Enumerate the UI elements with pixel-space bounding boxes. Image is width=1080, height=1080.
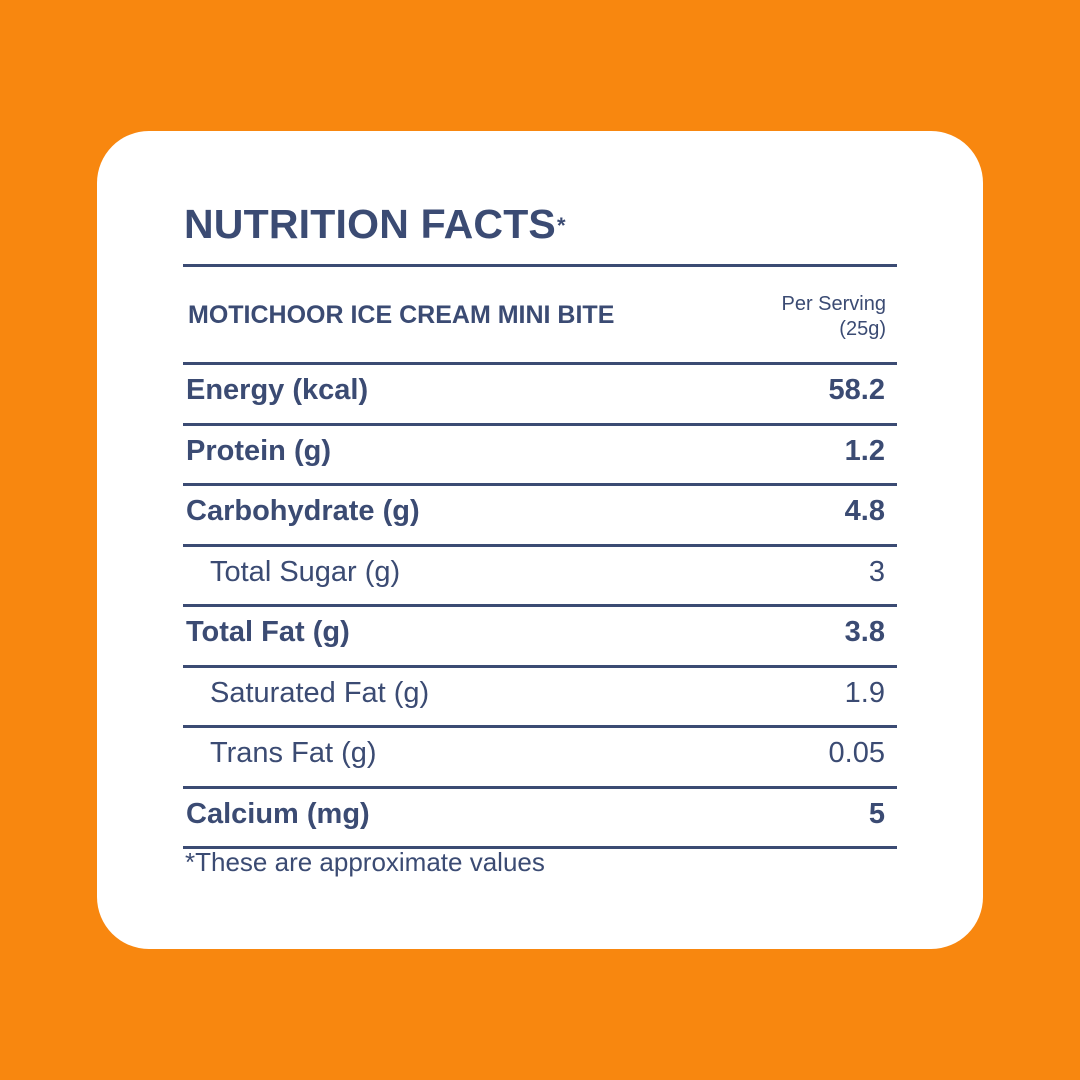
nutrition-card: NUTRITION FACTS* MOTICHOOR ICE CREAM MIN… [97, 131, 983, 949]
nutrient-value: 4.8 [844, 495, 885, 527]
title-text: NUTRITION FACTS [184, 201, 556, 247]
nutrient-row-calcium: Calcium (mg) 5 [183, 789, 897, 849]
serving-size: Per Serving (25g) [782, 292, 887, 342]
nutrient-value: 3.8 [844, 616, 885, 648]
nutrient-label: Carbohydrate (g) [186, 495, 420, 527]
nutrient-row-total-fat: Total Fat (g) 3.8 [183, 607, 897, 668]
nutrient-label: Total Sugar (g) [210, 555, 401, 588]
serving-label: Per Serving [781, 293, 887, 315]
product-name: MOTICHOOR ICE CREAM MINI BITE [188, 301, 615, 329]
nutrient-label: Protein (g) [186, 434, 331, 467]
nutrient-row-carbohydrate: Carbohydrate (g) 4.8 [183, 486, 897, 547]
nutrient-value: 1.9 [844, 676, 885, 709]
nutrient-label: Saturated Fat (g) [210, 676, 430, 709]
nutrient-row-saturated-fat: Saturated Fat (g) 1.9 [183, 668, 897, 728]
nutrient-row-trans-fat: Trans Fat (g) 0.05 [183, 728, 897, 789]
nutrient-label: Calcium (mg) [186, 797, 370, 830]
nutrition-facts-title: NUTRITION FACTS* [184, 199, 566, 249]
title-asterisk: * [556, 213, 566, 238]
nutrient-label: Energy (kcal) [186, 374, 369, 406]
table-header: MOTICHOOR ICE CREAM MINI BITE Per Servin… [183, 267, 897, 365]
nutrient-value: 58.2 [828, 374, 885, 406]
serving-weight: (25g) [839, 318, 886, 340]
nutrient-value: 0.05 [828, 737, 885, 769]
nutrition-table: MOTICHOOR ICE CREAM MINI BITE Per Servin… [183, 264, 897, 849]
footnote: *These are approximate values [185, 847, 545, 877]
nutrient-row-total-sugar: Total Sugar (g) 3 [183, 547, 897, 607]
nutrient-value: 5 [868, 797, 885, 830]
nutrient-value: 3 [868, 555, 885, 588]
nutrient-value: 1.2 [844, 434, 885, 467]
nutrient-row-energy: Energy (kcal) 58.2 [183, 365, 897, 426]
nutrient-row-protein: Protein (g) 1.2 [183, 426, 897, 486]
nutrient-label: Total Fat (g) [186, 616, 350, 648]
nutrient-label: Trans Fat (g) [210, 737, 377, 769]
